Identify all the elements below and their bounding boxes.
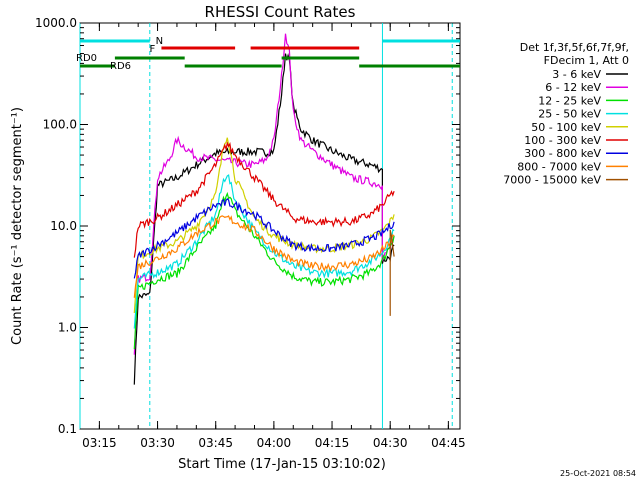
legend-item: 3 - 6 keV <box>552 68 628 81</box>
legend-item: 6 - 12 keV <box>545 81 628 94</box>
series-line-100-300keV <box>133 141 395 258</box>
legend-label: 100 - 300 keV <box>524 134 601 147</box>
y-tick-label-0: 0.1 <box>58 422 77 436</box>
chart-title: RHESSI Count Rates <box>205 3 356 21</box>
legend-label: 300 - 800 keV <box>524 147 601 160</box>
legend-label: 3 - 6 keV <box>552 68 601 81</box>
x-tick-label-4: 04:15 <box>315 436 350 450</box>
legend-item: 800 - 7000 keV <box>517 160 628 173</box>
x-tick-label-3: 04:00 <box>257 436 292 450</box>
y-axis-label: Count Rate (s⁻¹ detector segment⁻¹) <box>10 107 25 345</box>
x-tick-label-6: 04:45 <box>431 436 466 450</box>
series-line-3-6keV <box>133 52 395 385</box>
x-axis-label: Start Time (17-Jan-15 03:10:02) <box>178 457 386 472</box>
legend-label: 50 - 100 keV <box>531 121 601 134</box>
flag-label: F <box>150 44 156 55</box>
series-line-6-12keV <box>133 33 395 355</box>
legend-item: 300 - 800 keV <box>524 147 628 160</box>
legend-header-line-2: FDecim 1, Att 0 <box>544 54 629 67</box>
legend-label: 7000 - 15000 keV <box>503 174 601 187</box>
series-line-800-7000keV <box>133 215 395 298</box>
series-line-300-800keV <box>133 198 395 279</box>
x-tick-label-2: 03:45 <box>198 436 233 450</box>
series-line-25-50keV <box>133 174 395 329</box>
legend-label: 6 - 12 keV <box>545 81 601 94</box>
decim-label-rd0: RD0 <box>76 53 97 64</box>
y-tick-label-4: 1000.0 <box>35 16 77 30</box>
legend-item: 12 - 25 keV <box>538 94 628 107</box>
decim-label-rd6: RD6 <box>110 61 131 72</box>
axes: 0.1 1.0 10.0 100.0 1000.0 03:15 03:30 03:45 04:0… <box>35 16 466 450</box>
legend-item: 25 - 50 keV <box>538 108 628 121</box>
legend-item: 50 - 100 keV <box>531 121 628 134</box>
y-tick-label-1: 1.0 <box>58 321 77 335</box>
state-bars: NF RD0 RD6 <box>76 36 460 72</box>
legend: Det 1f,3f,5f,6f,7f,9f, FDecim 1, Att 0 3… <box>503 41 629 187</box>
x-tick-label-5: 04:30 <box>373 436 408 450</box>
legend-label: 12 - 25 keV <box>538 94 601 107</box>
footer-timestamp: 25-Oct-2021 08:54 <box>560 469 636 478</box>
y-tick-label-2: 10.0 <box>50 219 77 233</box>
series-layer <box>133 33 395 385</box>
y-tick-label-3: 100.0 <box>43 118 77 132</box>
legend-header-line-1: Det 1f,3f,5f,6f,7f,9f, <box>520 41 629 54</box>
attenuator-label: N <box>156 36 163 47</box>
legend-item: 100 - 300 keV <box>524 134 628 147</box>
legend-label: 800 - 7000 keV <box>517 160 601 173</box>
x-tick-label-1: 03:30 <box>140 436 175 450</box>
x-tick-label-0: 03:15 <box>82 436 117 450</box>
legend-item: 7000 - 15000 keV <box>503 174 628 187</box>
legend-label: 25 - 50 keV <box>538 108 601 121</box>
series-line-12-25keV <box>133 191 395 350</box>
series-line-7000-15000keV <box>389 229 395 316</box>
